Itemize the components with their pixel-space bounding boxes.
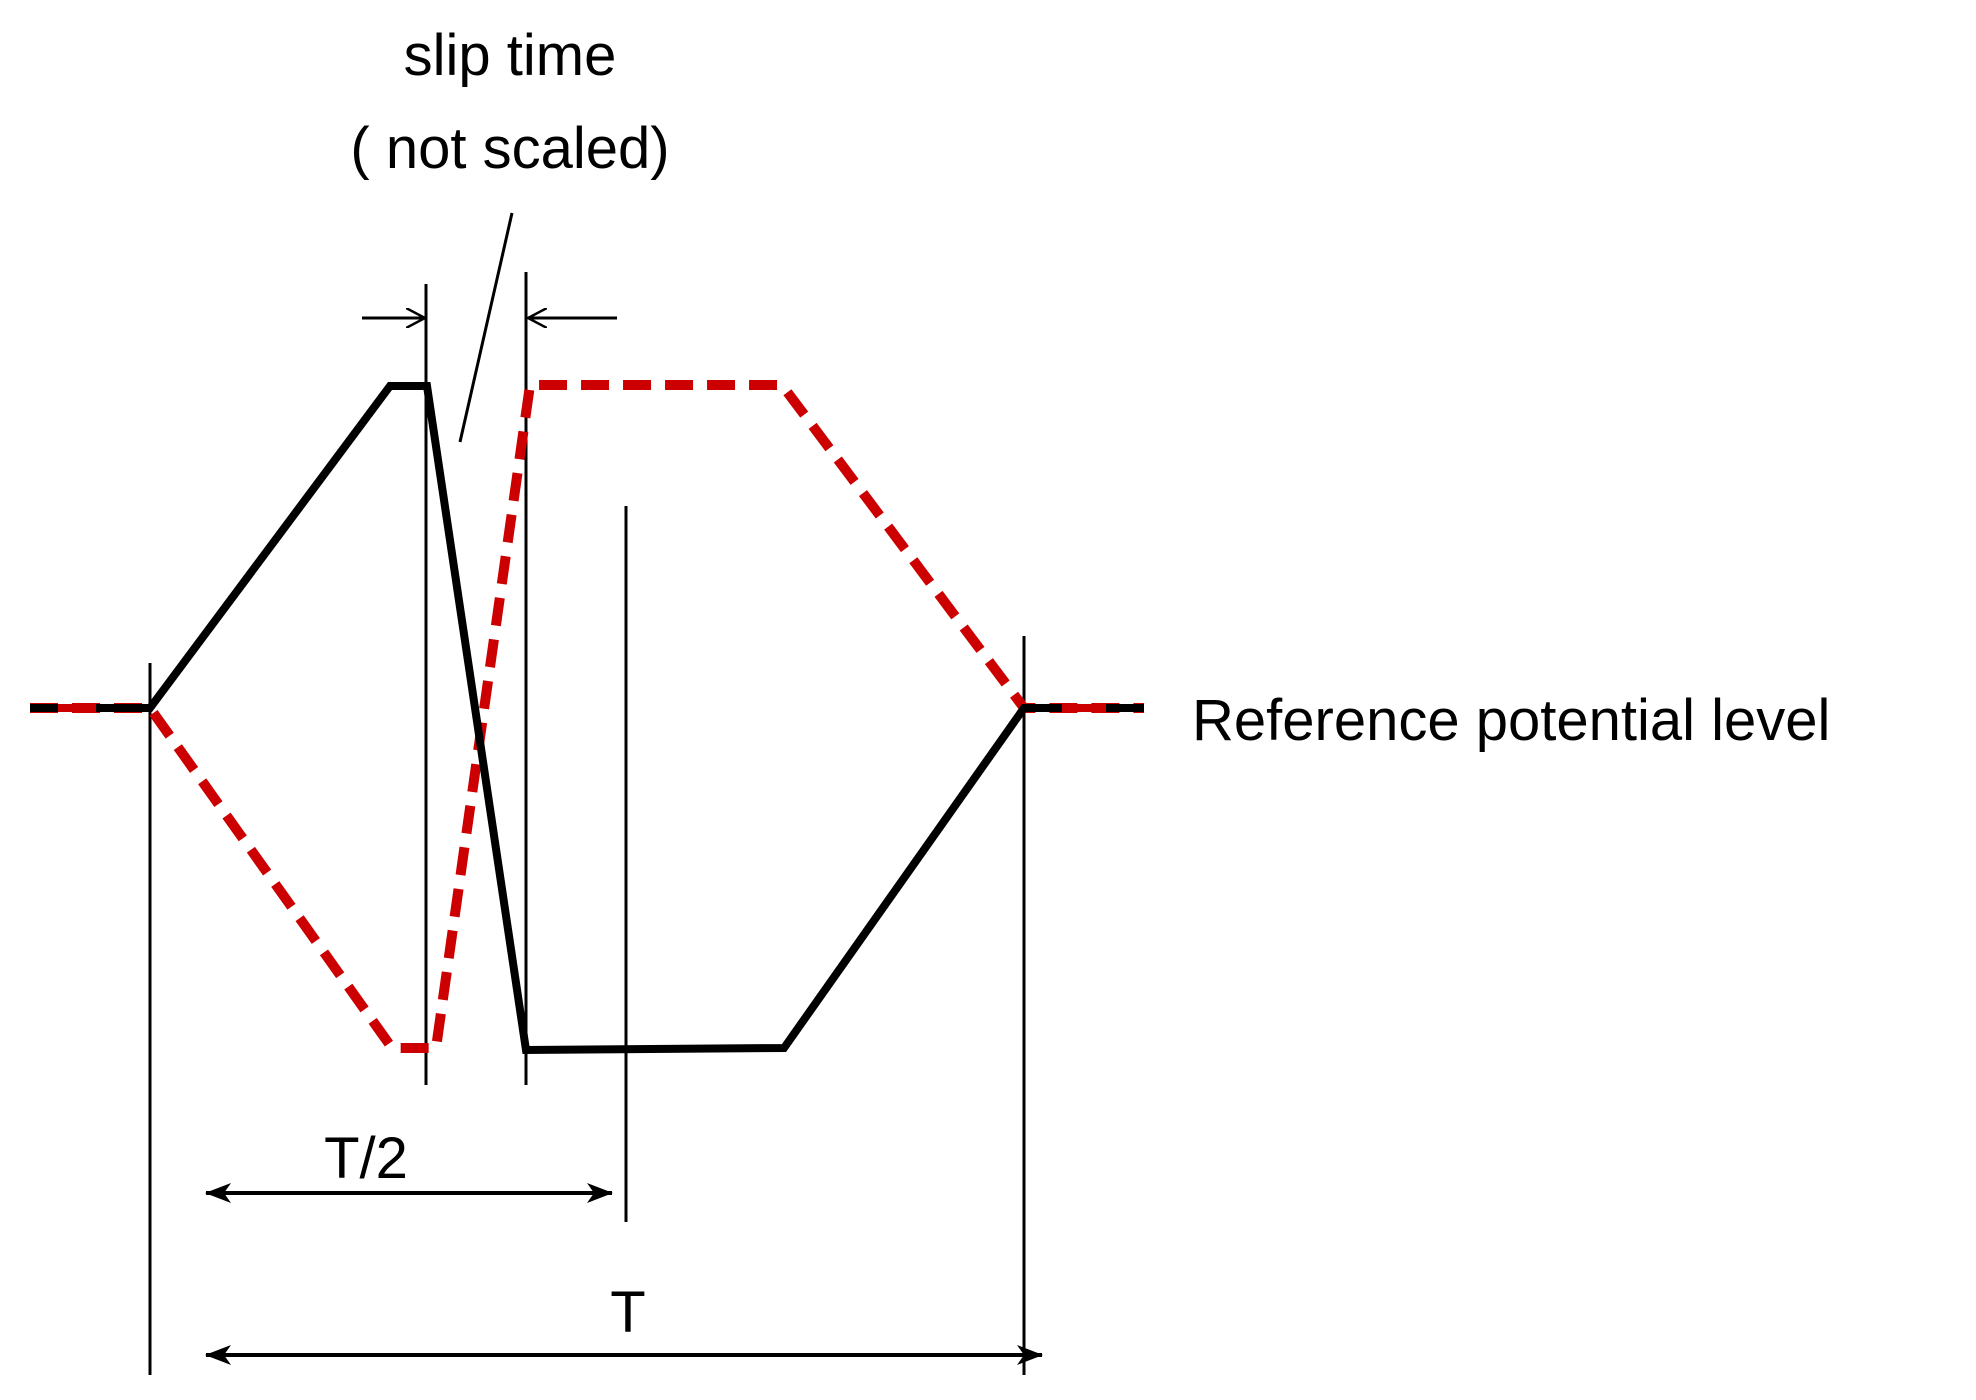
solid-waveform: [30, 382, 1144, 1055]
dashed-waveform: [30, 380, 1144, 1053]
reference-level-label: Reference potential level: [1192, 688, 1830, 753]
slip-time-label: slip time: [404, 23, 617, 88]
slip-time-leader-line: [458, 212, 514, 443]
period-label: T: [610, 1280, 645, 1345]
not-scaled-label: ( not scaled): [350, 116, 669, 181]
half-period-label: T/2: [324, 1126, 408, 1191]
